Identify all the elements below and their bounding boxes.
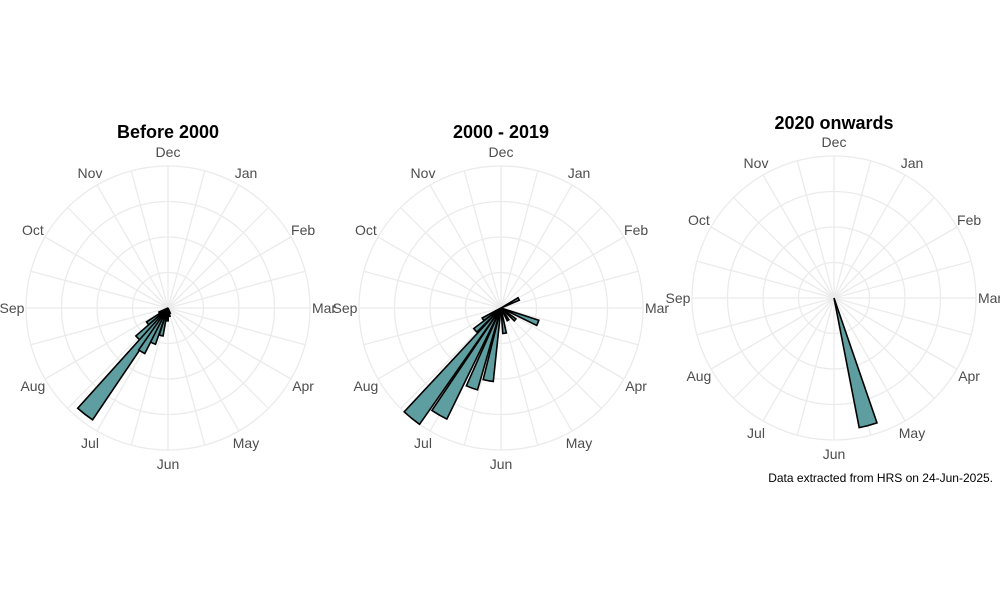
- month-label-jun: Jun: [490, 456, 513, 472]
- month-label-sep: Sep: [0, 300, 25, 316]
- bar-1: [833, 297, 879, 429]
- month-label-nov: Nov: [411, 165, 436, 181]
- grid-ring: [464, 271, 538, 345]
- bar-4: [500, 307, 511, 322]
- month-label-oct: Oct: [688, 212, 710, 228]
- month-label-feb: Feb: [624, 222, 648, 238]
- month-label-jun: Jun: [823, 446, 846, 462]
- bar-9: [403, 307, 502, 426]
- grid-ring: [726, 190, 942, 406]
- month-label-nov: Nov: [78, 165, 103, 181]
- month-label-dec: Dec: [489, 144, 514, 160]
- month-label-oct: Oct: [355, 222, 377, 238]
- month-label-apr: Apr: [958, 368, 980, 384]
- month-label-aug: Aug: [353, 378, 378, 394]
- bar-5: [500, 307, 508, 335]
- panel-title: 2000 - 2019: [453, 122, 549, 142]
- grid-ring: [393, 200, 609, 416]
- month-label-may: May: [233, 435, 259, 451]
- bar-10: [167, 307, 172, 315]
- caption: Data extracted from HRS on 24-Jun-2025.: [768, 471, 993, 485]
- grid-ring: [358, 165, 644, 451]
- month-label-mar: Mar: [978, 290, 1000, 306]
- month-label-jul: Jul: [414, 435, 432, 451]
- bar-8: [430, 307, 502, 421]
- grid-ring: [96, 236, 240, 380]
- bar-11: [481, 307, 502, 322]
- month-label-jan: Jan: [235, 165, 258, 181]
- grid-ring: [60, 200, 276, 416]
- month-label-mar: Mar: [645, 300, 669, 316]
- month-label-aug: Aug: [686, 368, 711, 384]
- month-label-oct: Oct: [22, 222, 44, 238]
- grid-ring: [797, 261, 871, 335]
- month-label-apr: Apr: [625, 378, 647, 394]
- month-label-may: May: [899, 425, 925, 441]
- month-label-dec: Dec: [822, 134, 847, 150]
- month-label-sep: Sep: [333, 300, 358, 316]
- bar-1: [500, 296, 521, 309]
- month-label-mar: Mar: [312, 300, 336, 316]
- month-label-sep: Sep: [666, 290, 691, 306]
- month-label-jul: Jul: [747, 425, 765, 441]
- month-label-jun: Jun: [157, 456, 180, 472]
- grid-ring: [429, 236, 573, 380]
- month-label-aug: Aug: [20, 378, 45, 394]
- month-label-feb: Feb: [957, 212, 981, 228]
- month-label-may: May: [566, 435, 592, 451]
- bar-3: [500, 307, 518, 322]
- grid-ring: [25, 165, 311, 451]
- month-label-jan: Jan: [901, 155, 924, 171]
- polar-panel-3: Jan Feb Mar Apr May Jun Jul Aug Sep Oct Nov Dec2020…: [666, 113, 1000, 462]
- bar-4: [76, 307, 169, 421]
- month-label-jul: Jul: [81, 435, 99, 451]
- panel-title: Before 2000: [117, 122, 219, 142]
- bar-6: [149, 307, 169, 346]
- month-label-jan: Jan: [568, 165, 591, 181]
- bar-7: [158, 307, 169, 337]
- grid-ring: [131, 271, 205, 345]
- month-label-dec: Dec: [156, 144, 181, 160]
- grid-ring: [762, 226, 906, 370]
- bar-7: [465, 307, 502, 391]
- bar-10: [472, 307, 502, 334]
- panel-title: 2020 onwards: [774, 113, 893, 133]
- month-label-apr: Apr: [292, 378, 314, 394]
- month-label-nov: Nov: [744, 155, 769, 171]
- grid-ring: [691, 155, 977, 441]
- bar-2: [500, 307, 540, 327]
- polar-panel-2: Jan Feb Mar Apr May Jun Jul Aug Sep Oct Nov Dec 2000…: [333, 122, 670, 472]
- month-label-feb: Feb: [291, 222, 315, 238]
- bar-5: [137, 307, 169, 355]
- polar-panel-1: Jan Feb Mar Apr May Jun Jul Aug Sep Oct Nov Dec Befo…: [0, 122, 336, 472]
